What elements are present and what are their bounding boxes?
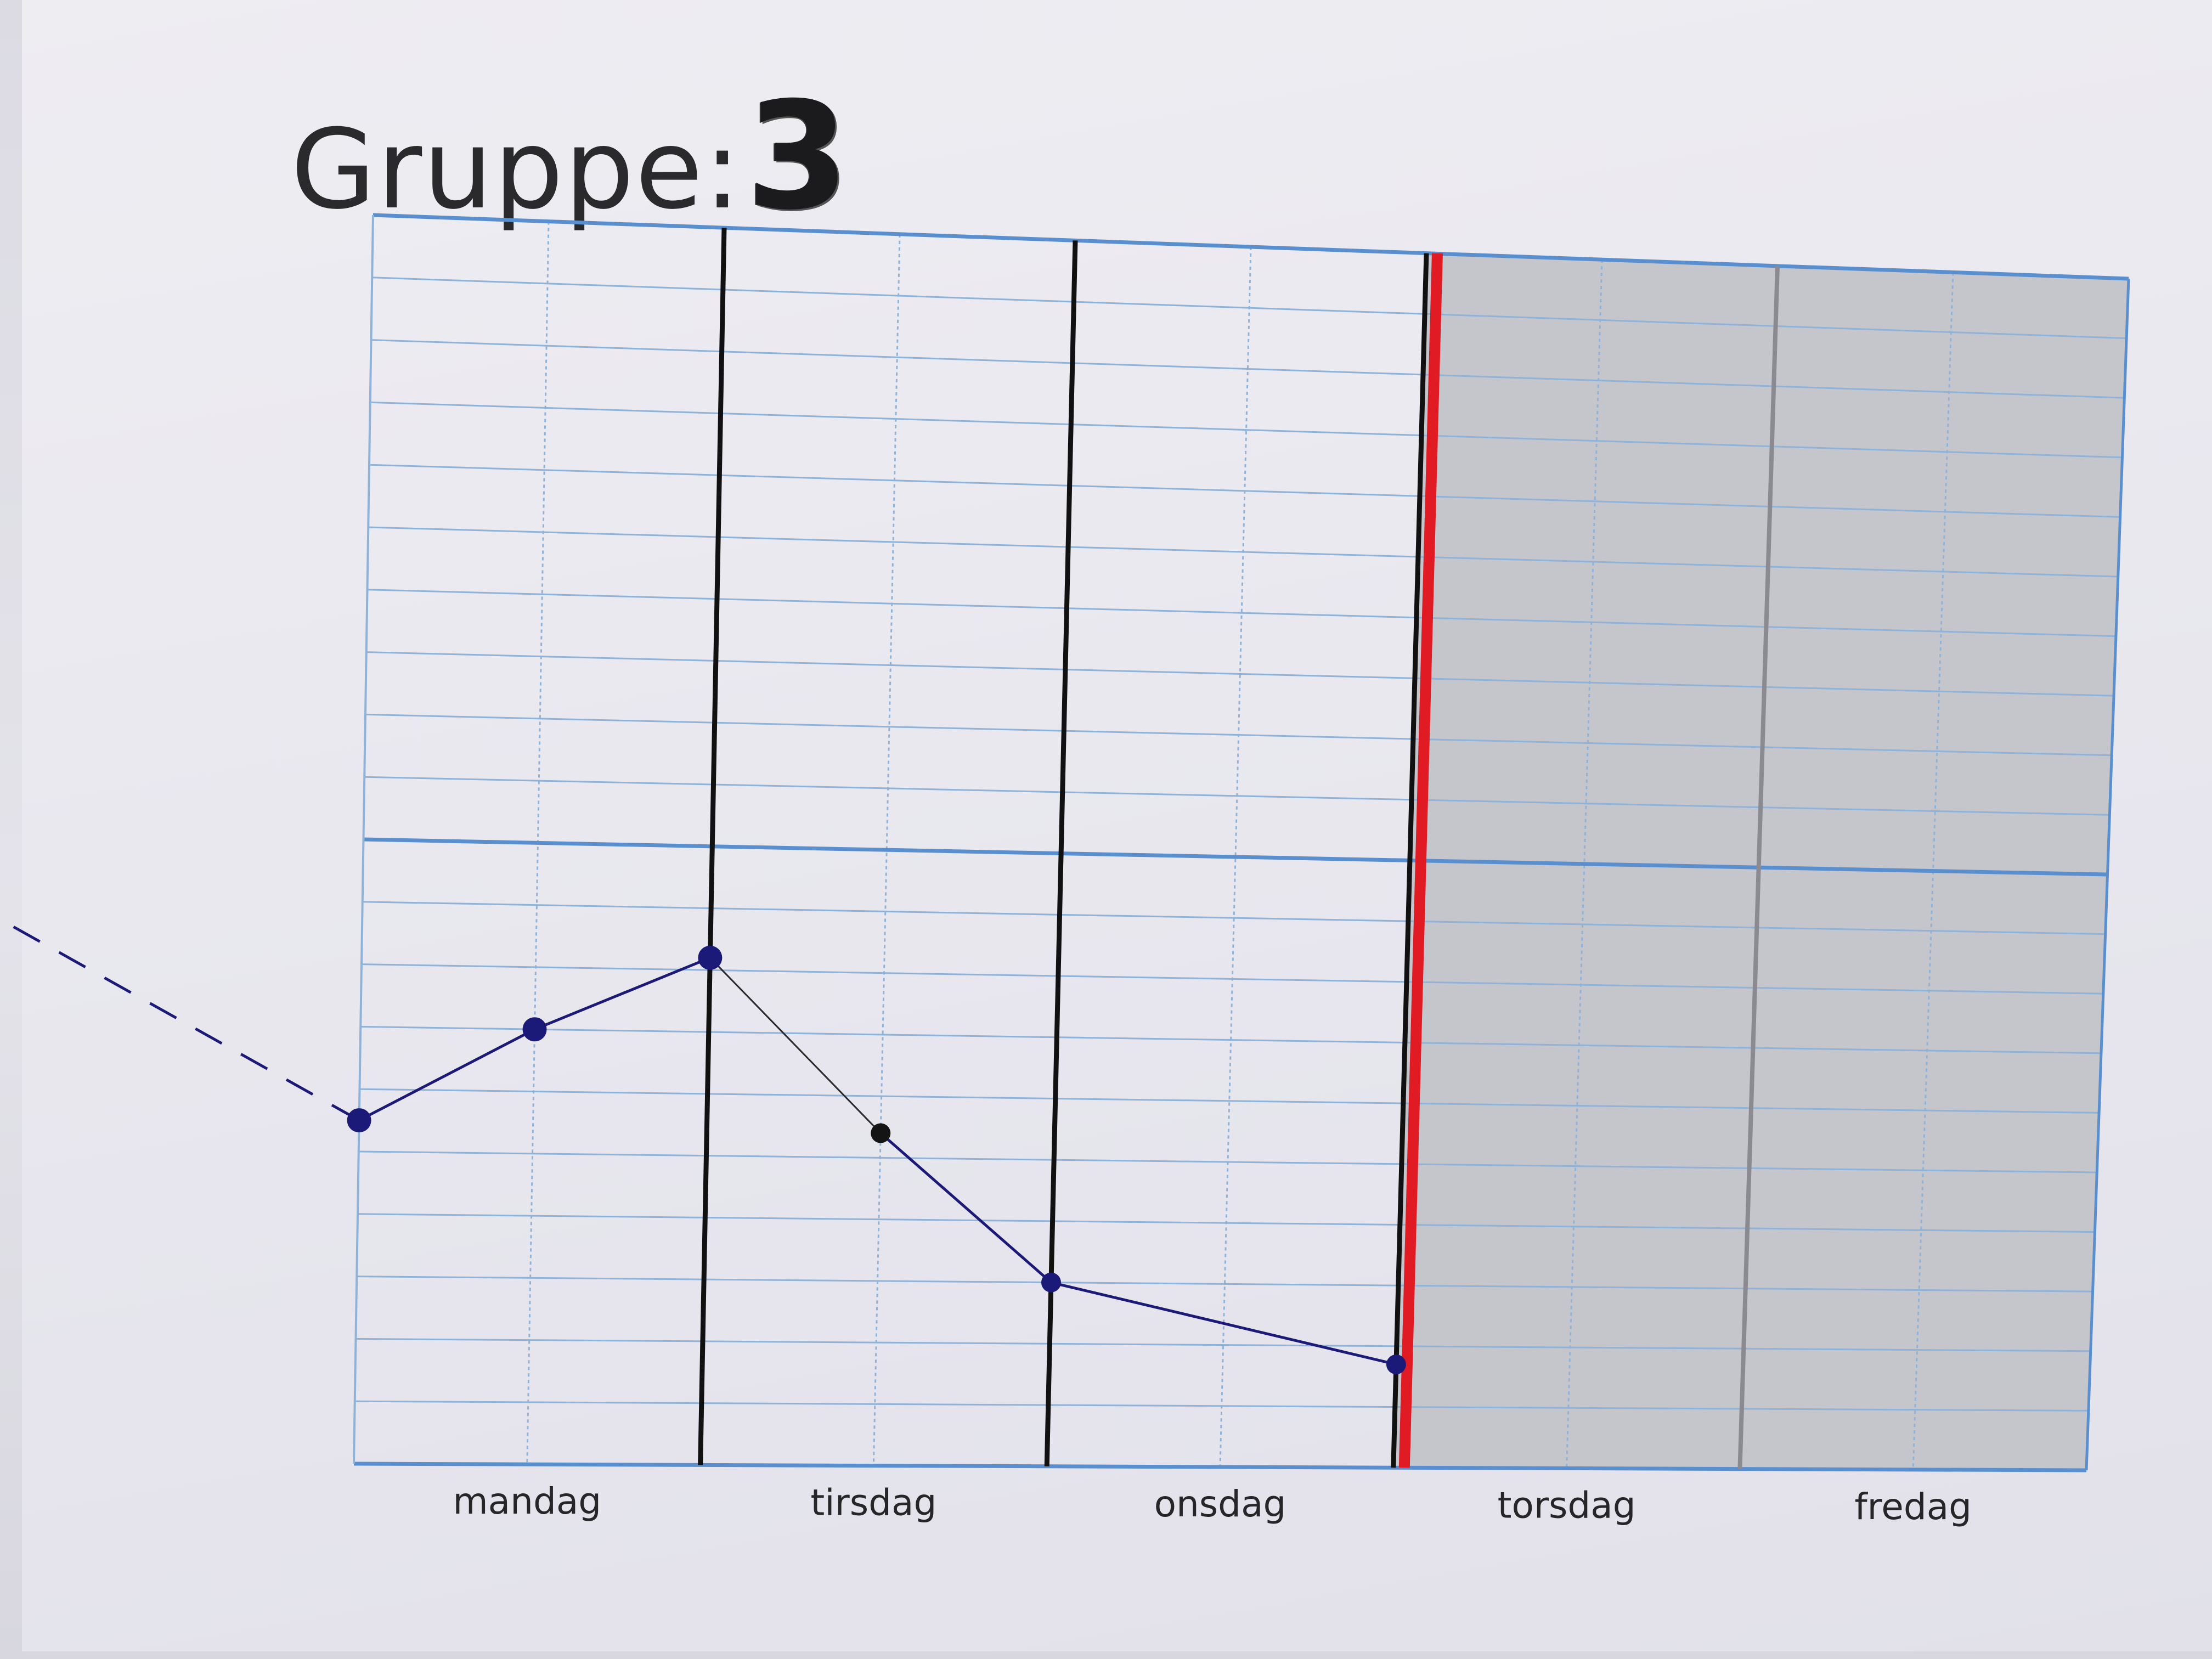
grid-line-minor xyxy=(360,1025,2101,1054)
data-point xyxy=(1386,1355,1406,1375)
x-tick-label: tirsdag xyxy=(810,1482,936,1524)
current-time-line xyxy=(1398,253,1443,1468)
grid-line-minor xyxy=(370,401,2123,459)
data-points xyxy=(347,945,1406,1375)
x-axis-labels: mandag tirsdag onsdag torsdag fredag xyxy=(453,1480,1972,1528)
series-segment xyxy=(358,1028,535,1122)
series-segment xyxy=(709,957,882,1134)
data-point xyxy=(871,1123,891,1143)
day-divider xyxy=(1391,253,1429,1468)
day-divider xyxy=(1044,240,1078,1466)
grid-line-subdivision xyxy=(872,234,901,1466)
grid-line-minor xyxy=(371,339,2125,399)
day-divider xyxy=(1737,266,1780,1469)
data-point xyxy=(1041,1272,1061,1293)
grid-major xyxy=(353,213,2129,1472)
grid-line-minor xyxy=(359,1088,2100,1114)
current-time-marker xyxy=(1398,253,1443,1468)
data-point xyxy=(347,1108,371,1133)
grid-line-minor xyxy=(366,651,2114,697)
series-line xyxy=(13,926,1397,1366)
data-point xyxy=(522,1017,547,1042)
grid-line-subdivision xyxy=(1219,246,1252,1468)
previous-trend-line xyxy=(13,926,360,1122)
x-tick-label: mandag xyxy=(453,1480,601,1522)
title-label: Gruppe: xyxy=(291,106,742,234)
grid-line-minor xyxy=(357,1276,2093,1293)
grid-line-major xyxy=(363,837,2108,877)
grid-line-minor xyxy=(362,901,2106,935)
grid-line-major xyxy=(353,1462,2087,1472)
grid-line-subdivision xyxy=(1912,272,1954,1470)
series-segment xyxy=(1051,1281,1397,1366)
grid-minor xyxy=(354,221,2127,1470)
data-point xyxy=(698,945,723,970)
frame-edge xyxy=(353,215,374,1464)
day-dividers xyxy=(353,215,2130,1471)
grid-line-major xyxy=(373,213,2129,281)
group-number: 3 xyxy=(746,70,850,242)
x-tick-label: torsdag xyxy=(1498,1484,1636,1526)
day-divider xyxy=(698,228,727,1465)
x-tick-label: fredag xyxy=(1854,1486,1972,1528)
grid-line-minor xyxy=(367,589,2116,637)
page-title: Gruppe: 3 xyxy=(291,82,849,234)
series-segment xyxy=(879,1132,1052,1284)
x-tick-label: onsdag xyxy=(1154,1483,1286,1525)
grid-line-minor xyxy=(356,1338,2091,1352)
frame-edge xyxy=(2085,278,2130,1471)
series-segment xyxy=(534,956,711,1031)
grid-line-subdivision xyxy=(1566,259,1603,1469)
